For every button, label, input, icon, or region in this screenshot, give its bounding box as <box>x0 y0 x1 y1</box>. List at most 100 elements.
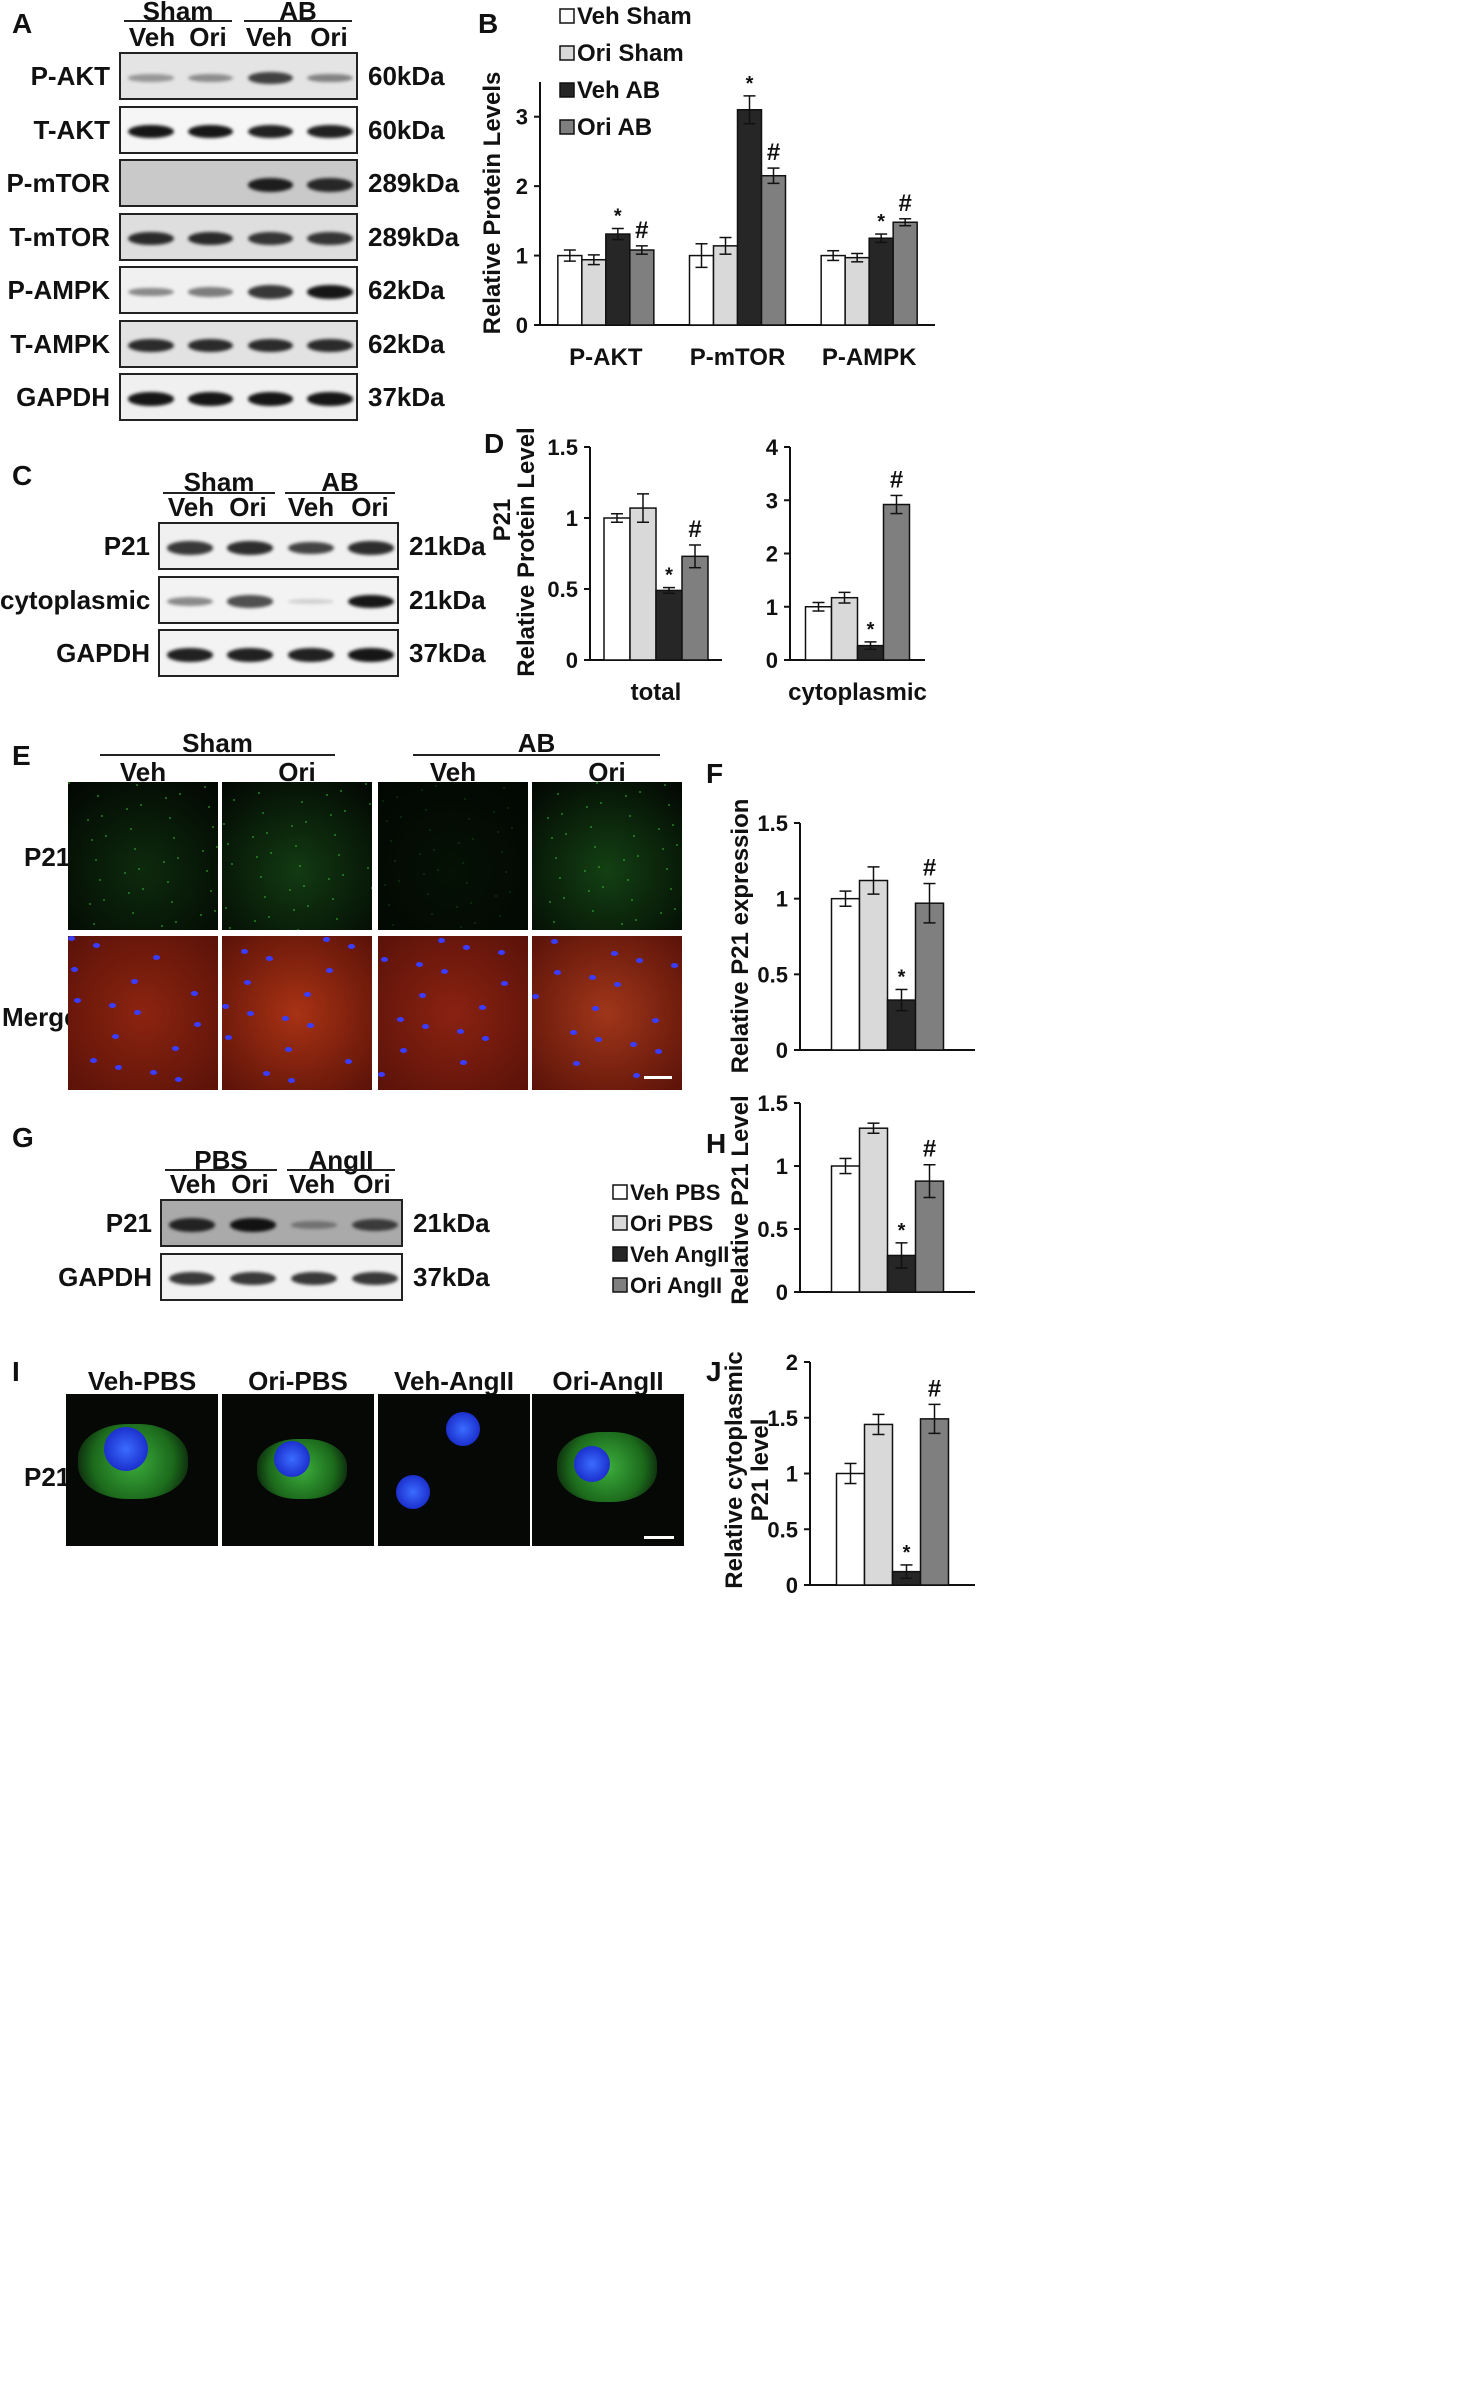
green-speck <box>600 802 602 804</box>
panel-letter-i: I <box>12 1356 20 1387</box>
green-speck <box>429 829 431 831</box>
significance-asterisk: * <box>665 565 673 587</box>
nucleus-dot <box>532 994 539 999</box>
lane-label: Ori <box>189 22 227 52</box>
green-speck <box>590 826 592 828</box>
bar <box>804 606 833 661</box>
blot-strip <box>158 522 399 570</box>
blot-row-label: GAPDH <box>16 382 110 412</box>
green-speck <box>132 912 134 914</box>
nucleus-dot <box>263 1071 270 1076</box>
green-speck <box>332 898 334 900</box>
group-underline <box>285 492 395 494</box>
green-speck <box>596 782 598 784</box>
nucleus-dot <box>175 1077 182 1082</box>
green-speck <box>256 856 258 858</box>
green-speck <box>140 804 142 806</box>
green-speck <box>586 806 588 808</box>
y-tick-label: 1.5 <box>547 435 578 460</box>
blot-row-label: T-AKT <box>33 114 110 145</box>
green-speck <box>142 888 144 890</box>
group-label-sham: Sham <box>182 728 253 758</box>
green-speck <box>126 808 128 810</box>
nucleus-dot <box>244 980 251 985</box>
green-speck <box>602 886 604 888</box>
nucleus-dot <box>422 1024 429 1029</box>
nucleus-dot <box>172 1046 179 1051</box>
blot-row-label: P-AMPK <box>7 275 110 305</box>
protein-band <box>128 287 174 297</box>
green-speck <box>97 795 99 797</box>
green-speck <box>68 782 70 784</box>
blot-strip <box>158 575 399 624</box>
blot-strip <box>119 159 358 207</box>
green-speck <box>635 919 637 921</box>
y-tick-label: 0 <box>766 648 778 673</box>
legend-swatch <box>612 1215 628 1231</box>
lane-label: Ori-PBS <box>248 1366 348 1396</box>
nucleus-dot <box>282 1016 289 1021</box>
blot-strip <box>160 1252 403 1301</box>
green-speck <box>419 853 421 855</box>
lane-label: Veh <box>167 492 215 522</box>
protein-band <box>247 285 294 299</box>
y-axis-label: Relative Protein Level <box>513 427 540 676</box>
nucleus-dot <box>457 1029 464 1034</box>
green-speck <box>425 809 427 811</box>
lane-label: Ori <box>353 1169 391 1199</box>
protein-band <box>230 1271 277 1286</box>
bar <box>844 256 870 326</box>
green-speck <box>472 838 474 840</box>
bar <box>681 555 709 661</box>
nucleus-dot <box>630 1042 637 1047</box>
nucleus-dot <box>595 1037 602 1042</box>
molecular-weight-label: 60kDa <box>368 61 445 91</box>
green-speck <box>386 820 388 822</box>
bar <box>605 233 631 326</box>
nucleus-dot <box>93 943 100 948</box>
protein-band <box>187 73 234 83</box>
nucleus-dot <box>323 937 330 942</box>
lane-label: Ori <box>231 1169 269 1199</box>
significance-hash: # <box>890 466 903 493</box>
protein-band <box>128 392 174 406</box>
green-speck <box>303 885 305 887</box>
protein-band <box>347 594 394 609</box>
nucleus-dot <box>326 968 333 973</box>
protein-band <box>128 74 174 82</box>
green-speck <box>161 925 163 927</box>
x-category-label: P-AMPK <box>822 344 917 371</box>
lane-label: Veh <box>169 1169 217 1199</box>
bar <box>858 1127 889 1293</box>
y-tick-label: 1.5 <box>767 1406 798 1431</box>
nucleus-dot <box>589 975 596 980</box>
x-category-label: total <box>631 679 682 706</box>
green-speck <box>555 857 557 859</box>
legend-label: Ori Sham <box>577 40 684 67</box>
legend-label: Ori AngII <box>630 1273 722 1298</box>
green-speck <box>423 873 425 875</box>
green-speck <box>549 901 551 903</box>
protein-band <box>128 231 174 246</box>
green-speck <box>563 897 565 899</box>
green-speck <box>301 801 303 803</box>
blot-row-label: T-mTOR <box>9 221 110 252</box>
nucleus-dot <box>419 993 426 998</box>
green-speck <box>225 907 227 909</box>
green-speck <box>169 817 171 819</box>
panel-letter-f: F <box>706 758 724 789</box>
green-speck <box>629 815 631 817</box>
green-speck <box>173 837 175 839</box>
green-speck <box>460 926 462 928</box>
nucleus-dot <box>482 1036 489 1041</box>
nucleus-dot <box>345 1059 352 1064</box>
green-speck <box>101 815 103 817</box>
bar <box>882 503 911 661</box>
nucleus-dot <box>307 1023 314 1028</box>
y-tick-label: 1.5 <box>757 811 788 836</box>
green-speck <box>200 914 202 916</box>
lane-label: Ori-AngII <box>552 1366 664 1396</box>
p21-fluorescence-image <box>68 782 218 930</box>
green-speck <box>466 882 468 884</box>
green-speck <box>421 789 423 791</box>
